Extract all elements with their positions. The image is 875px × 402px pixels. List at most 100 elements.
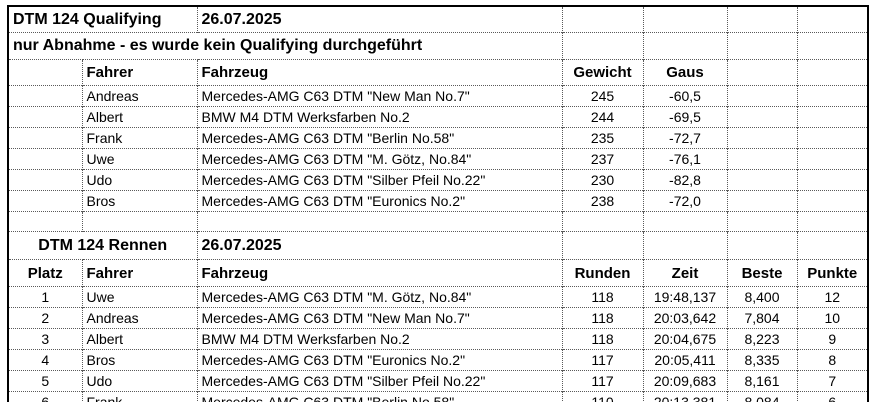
empty-cell[interactable] (726, 148, 797, 170)
race-cell-runden[interactable]: 118 (561, 328, 643, 350)
qualifying-note-cell[interactable]: nur Abnahme - es wurde kein Qualifying d… (9, 32, 562, 60)
race-cell-beste[interactable]: 8,084 (726, 391, 797, 402)
qual-cell-fahrzeug[interactable]: Mercedes-AMG C63 DTM "Silber Pfeil No.22… (196, 169, 562, 191)
empty-cell[interactable] (196, 211, 562, 232)
qual-cell-gaus[interactable]: -82,8 (642, 169, 727, 191)
race-cell-fahrzeug[interactable]: Mercedes-AMG C63 DTM "New Man No.7" (196, 307, 562, 329)
race-cell-punkte[interactable]: 9 (796, 328, 867, 350)
empty-cell[interactable] (642, 32, 727, 60)
race-cell-punkte[interactable]: 12 (796, 286, 867, 308)
qual-cell-gewicht[interactable]: 244 (561, 106, 643, 128)
qual-cell-fahrer[interactable]: Andreas (81, 85, 197, 107)
race-title-cell[interactable]: DTM 124 Rennen (9, 231, 197, 260)
race-cell-fahrer[interactable]: Albert (81, 328, 197, 350)
qual-cell-fahrzeug[interactable]: Mercedes-AMG C63 DTM "New Man No.7" (196, 85, 562, 107)
empty-cell[interactable] (9, 85, 82, 107)
empty-cell[interactable] (726, 85, 797, 107)
empty-cell[interactable] (796, 211, 867, 232)
race-cell-platz[interactable]: 4 (9, 349, 82, 371)
race-cell-runden[interactable]: 117 (561, 349, 643, 371)
empty-cell[interactable] (9, 59, 82, 86)
empty-cell[interactable] (726, 32, 797, 60)
empty-cell[interactable] (9, 169, 82, 191)
race-header-fahrer[interactable]: Fahrer (81, 259, 197, 287)
race-cell-beste[interactable]: 7,804 (726, 307, 797, 329)
race-cell-zeit[interactable]: 20:13,381 (642, 391, 727, 402)
empty-cell[interactable] (561, 7, 643, 33)
race-cell-punkte[interactable]: 10 (796, 307, 867, 329)
race-cell-runden[interactable]: 110 (561, 391, 643, 402)
empty-cell[interactable] (561, 211, 643, 232)
qual-cell-gewicht[interactable]: 237 (561, 148, 643, 170)
race-cell-beste[interactable]: 8,335 (726, 349, 797, 371)
qual-header-fahrer[interactable]: Fahrer (81, 59, 197, 86)
race-cell-platz[interactable]: 2 (9, 307, 82, 329)
qual-cell-fahrer[interactable]: Bros (81, 190, 197, 212)
race-header-beste[interactable]: Beste (726, 259, 797, 287)
race-cell-runden[interactable]: 117 (561, 370, 643, 392)
empty-cell[interactable] (561, 231, 643, 260)
qual-cell-gaus[interactable]: -72,7 (642, 127, 727, 149)
empty-cell[interactable] (642, 211, 727, 232)
qual-cell-fahrzeug[interactable]: Mercedes-AMG C63 DTM "Euronics No.2" (196, 190, 562, 212)
empty-cell[interactable] (726, 106, 797, 128)
race-header-fahrzeug[interactable]: Fahrzeug (196, 259, 562, 287)
race-cell-fahrer[interactable]: Bros (81, 349, 197, 371)
qual-cell-fahrzeug[interactable]: BMW M4 DTM Werksfarben No.2 (196, 106, 562, 128)
empty-cell[interactable] (726, 127, 797, 149)
empty-cell[interactable] (9, 127, 82, 149)
race-cell-fahrzeug[interactable]: BMW M4 DTM Werksfarben No.2 (196, 328, 562, 350)
qual-header-gaus[interactable]: Gaus (642, 59, 727, 86)
race-header-punkte[interactable]: Punkte (796, 259, 867, 287)
race-cell-fahrer[interactable]: Frank (81, 391, 197, 402)
empty-cell[interactable] (726, 59, 797, 86)
empty-cell[interactable] (796, 7, 867, 33)
empty-cell[interactable] (726, 211, 797, 232)
qual-header-gewicht[interactable]: Gewicht (561, 59, 643, 86)
race-cell-beste[interactable]: 8,161 (726, 370, 797, 392)
race-cell-platz[interactable]: 1 (9, 286, 82, 308)
qual-cell-fahrzeug[interactable]: Mercedes-AMG C63 DTM "Berlin No.58" (196, 127, 562, 149)
race-date-cell[interactable]: 26.07.2025 (196, 231, 562, 260)
qual-cell-gaus[interactable]: -60,5 (642, 85, 727, 107)
empty-cell[interactable] (81, 211, 197, 232)
empty-cell[interactable] (796, 106, 867, 128)
race-cell-zeit[interactable]: 20:04,675 (642, 328, 727, 350)
qual-header-fahrzeug[interactable]: Fahrzeug (196, 59, 562, 86)
qual-cell-gewicht[interactable]: 245 (561, 85, 643, 107)
empty-cell[interactable] (642, 231, 727, 260)
empty-cell[interactable] (796, 59, 867, 86)
empty-cell[interactable] (796, 169, 867, 191)
race-header-runden[interactable]: Runden (561, 259, 643, 287)
qual-cell-fahrzeug[interactable]: Mercedes-AMG C63 DTM "M. Götz, No.84" (196, 148, 562, 170)
race-cell-fahrzeug[interactable]: Mercedes-AMG C63 DTM "M. Götz, No.84" (196, 286, 562, 308)
qualifying-date-cell[interactable]: 26.07.2025 (196, 7, 562, 33)
race-cell-zeit[interactable]: 19:48,137 (642, 286, 727, 308)
empty-cell[interactable] (796, 190, 867, 212)
empty-cell[interactable] (726, 190, 797, 212)
race-cell-zeit[interactable]: 20:09,683 (642, 370, 727, 392)
qual-cell-gewicht[interactable]: 238 (561, 190, 643, 212)
empty-cell[interactable] (726, 7, 797, 33)
empty-cell[interactable] (9, 106, 82, 128)
race-cell-fahrer[interactable]: Udo (81, 370, 197, 392)
qual-cell-gaus[interactable]: -69,5 (642, 106, 727, 128)
race-header-platz[interactable]: Platz (9, 259, 82, 287)
empty-cell[interactable] (9, 148, 82, 170)
race-cell-platz[interactable]: 3 (9, 328, 82, 350)
empty-cell[interactable] (796, 85, 867, 107)
race-cell-runden[interactable]: 118 (561, 286, 643, 308)
empty-cell[interactable] (9, 211, 82, 232)
qual-cell-fahrer[interactable]: Albert (81, 106, 197, 128)
qualifying-title-cell[interactable]: DTM 124 Qualifying (13, 10, 162, 28)
empty-cell[interactable] (796, 148, 867, 170)
race-header-zeit[interactable]: Zeit (642, 259, 727, 287)
race-cell-fahrzeug[interactable]: Mercedes-AMG C63 DTM "Silber Pfeil No.22… (196, 370, 562, 392)
qual-cell-fahrer[interactable]: Uwe (81, 148, 197, 170)
race-cell-fahrzeug[interactable]: Mercedes-AMG C63 DTM "Berlin No.58" (196, 391, 562, 402)
empty-cell[interactable] (9, 190, 82, 212)
qual-cell-gewicht[interactable]: 230 (561, 169, 643, 191)
race-cell-platz[interactable]: 5 (9, 370, 82, 392)
empty-cell[interactable] (796, 127, 867, 149)
empty-cell[interactable] (561, 32, 643, 60)
